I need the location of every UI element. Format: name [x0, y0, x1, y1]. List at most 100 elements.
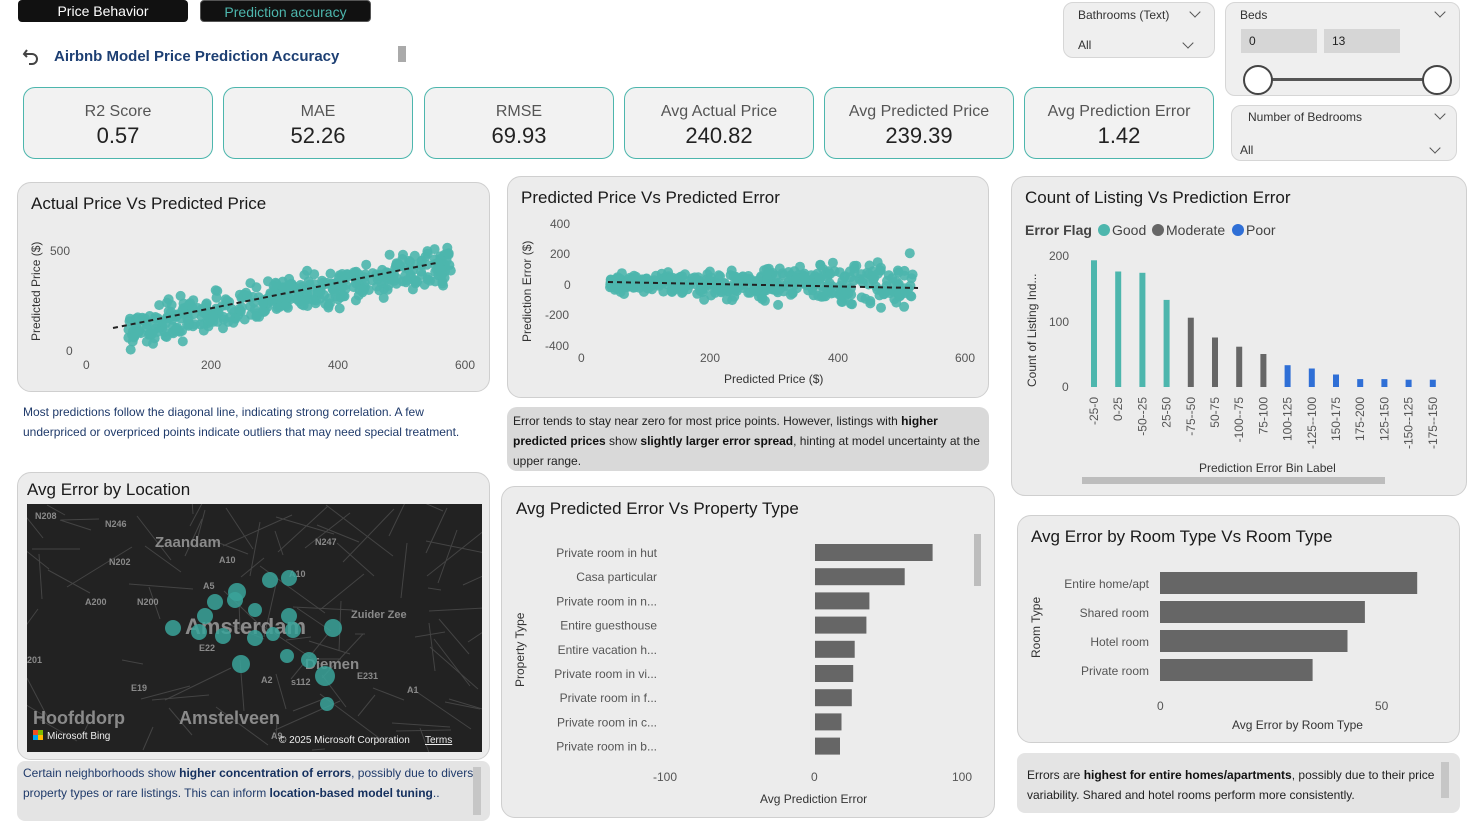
scatter-point — [384, 249, 395, 260]
scatter-point — [123, 324, 134, 335]
y-tick: Entire vacation h... — [558, 643, 657, 657]
vertical-scrollbar[interactable] — [974, 534, 981, 586]
x-tick: -150--125 — [1402, 397, 1416, 449]
map-bubble[interactable] — [285, 622, 301, 638]
scatter-point — [730, 285, 741, 296]
scatter-point — [882, 275, 892, 286]
map-bubble[interactable] — [320, 697, 334, 711]
x-tick: -75--50 — [1184, 397, 1198, 436]
note-scrollbar[interactable] — [1441, 762, 1449, 798]
bedrooms-value[interactable]: All — [1240, 143, 1254, 157]
page-title: Airbnb Model Price Prediction Accuracy — [54, 48, 340, 65]
chevron-down-icon[interactable] — [1434, 108, 1446, 120]
scatter-point — [298, 300, 309, 311]
map-road — [425, 507, 448, 554]
map-bubble[interactable] — [165, 620, 181, 636]
slicer-title: Bathrooms (Text) — [1078, 8, 1170, 22]
x-axis-title: Avg Error by Room Type — [1232, 718, 1363, 732]
scatter-point — [726, 265, 737, 276]
scatter-point — [891, 297, 902, 308]
bar — [815, 616, 867, 634]
map-view[interactable]: N208 N246 Zaandam N247 N202 A10 A10 A5 A200 N200 A… — [27, 504, 482, 752]
map-road — [437, 529, 458, 584]
scatter-point — [312, 286, 323, 297]
map-road — [372, 687, 405, 701]
map-bubble[interactable] — [281, 608, 297, 624]
scatter-point — [876, 302, 886, 313]
bar — [1187, 317, 1194, 387]
map-road — [191, 504, 194, 515]
chevron-down-icon[interactable] — [1182, 37, 1194, 49]
map-bubble[interactable] — [266, 627, 280, 641]
scatter-point — [834, 267, 845, 278]
scatter-points — [605, 248, 918, 313]
map-bubble[interactable] — [301, 652, 317, 668]
map-label: N247 — [315, 537, 337, 547]
y-axis-title: Predicted Price ($) — [29, 242, 43, 341]
note-emphasis: location-based model tuning — [269, 786, 433, 800]
map-bubble[interactable] — [227, 592, 243, 608]
bathrooms-slicer[interactable]: Bathrooms (Text) All — [1063, 2, 1215, 58]
chevron-down-icon[interactable] — [1434, 6, 1446, 18]
note-text: Certain neighborhoods show — [23, 766, 180, 780]
map-road — [249, 521, 261, 577]
map-bubble[interactable] — [215, 628, 231, 644]
tab-price-behavior[interactable]: Price Behavior — [18, 0, 188, 22]
kpi-value: 52.26 — [290, 123, 346, 148]
room-type-card: Avg Error by Room Type Vs Room Type Room… — [1017, 515, 1460, 743]
scatter-point — [719, 278, 730, 289]
map-bubble[interactable] — [262, 572, 278, 588]
beds-max-input[interactable]: 13 — [1324, 29, 1400, 53]
bar — [1333, 374, 1339, 387]
bar — [815, 592, 870, 610]
bedrooms-slicer[interactable]: Number of Bedrooms All — [1231, 105, 1457, 161]
beds-slider-track[interactable] — [1258, 78, 1436, 81]
map-bubble[interactable] — [247, 630, 263, 646]
scatter-point — [417, 255, 427, 266]
map-bubble[interactable] — [324, 619, 342, 637]
map-road — [425, 540, 482, 553]
scatter-point — [175, 290, 186, 301]
scatter-point — [889, 280, 900, 291]
map-road — [425, 504, 444, 512]
map-bubble[interactable] — [197, 608, 213, 624]
map-label: 201 — [27, 655, 42, 665]
map-road — [84, 723, 89, 731]
map-road — [448, 698, 482, 710]
beds-min-input[interactable]: 0 — [1241, 29, 1317, 53]
x-axis-title: Avg Prediction Error — [760, 792, 867, 806]
chart-title: Actual Price Vs Predicted Price — [31, 194, 267, 213]
x-axis-title: Predicted Price ($) — [724, 372, 823, 386]
beds-slicer[interactable]: Beds 0 13 — [1225, 2, 1460, 96]
note-scrollbar[interactable] — [473, 767, 481, 815]
bing-logo-icon — [38, 730, 43, 735]
scatter-point — [361, 259, 372, 270]
horizontal-scrollbar[interactable] — [1082, 477, 1385, 484]
map-bubble[interactable] — [232, 655, 250, 673]
back-arrow-icon[interactable] — [22, 47, 40, 65]
bar — [1308, 368, 1315, 387]
map-bubble[interactable] — [280, 649, 294, 663]
bathrooms-value[interactable]: All — [1078, 38, 1092, 52]
scatter-point — [325, 268, 336, 279]
chevron-down-icon[interactable] — [1189, 6, 1201, 18]
map-terms-link[interactable]: Terms — [425, 735, 452, 746]
map-labels: N208 N246 Zaandam N247 N202 A10 A10 A5 A200 N200 A… — [27, 511, 419, 741]
map-bubble[interactable] — [281, 570, 297, 586]
tab-prediction-accuracy[interactable]: Prediction accuracy — [200, 0, 371, 22]
chevron-down-icon[interactable] — [1429, 142, 1441, 154]
map-label: A10 — [289, 569, 306, 579]
beds-slider-max-handle[interactable] — [1422, 65, 1452, 95]
map-bubble[interactable] — [191, 624, 207, 640]
scatter-point — [665, 273, 676, 284]
map-bubble[interactable] — [248, 603, 262, 617]
beds-slider-min-handle[interactable] — [1243, 65, 1273, 95]
map-bubble[interactable] — [207, 594, 223, 610]
x-tick: 600 — [455, 358, 475, 372]
scatter-point — [608, 276, 619, 287]
bar — [815, 544, 933, 561]
scatter-point — [177, 336, 188, 347]
legend-moderate-swatch — [1152, 224, 1164, 236]
map-bubble[interactable] — [315, 666, 335, 686]
map-road — [277, 505, 329, 553]
